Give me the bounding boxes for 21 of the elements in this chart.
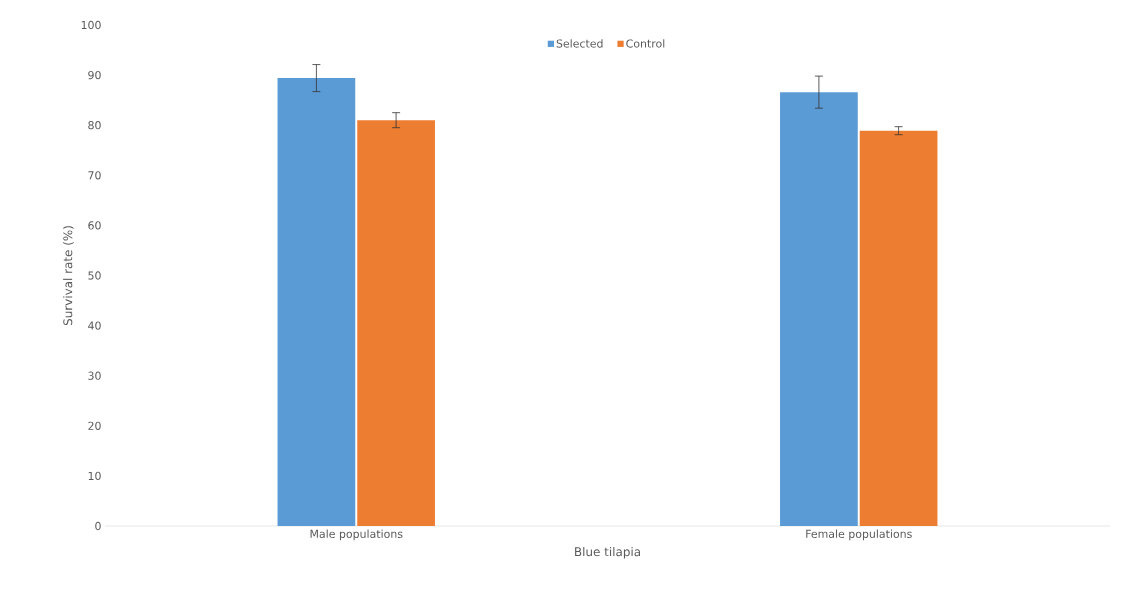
y-tick-label: 30 xyxy=(88,371,101,380)
y-tick-label: 100 xyxy=(81,20,101,30)
x-tick-label: Female populations xyxy=(806,529,912,541)
x-axis-title: Blue tilapia xyxy=(575,546,640,559)
x-tick-label: Male populations xyxy=(310,529,403,541)
y-tick-label: 40 xyxy=(88,321,101,330)
bar xyxy=(780,92,858,526)
legend-label: Control xyxy=(626,39,665,48)
y-tick-label: 0 xyxy=(95,521,101,531)
y-tick-label: 10 xyxy=(88,471,101,481)
bar xyxy=(859,130,938,526)
y-tick-label: 90 xyxy=(88,70,101,80)
y-tick-label: 20 xyxy=(88,421,101,430)
y-tick-label: 60 xyxy=(88,221,101,230)
y-tick-label: 50 xyxy=(88,271,101,280)
legend-label: Selected xyxy=(556,39,603,48)
bar xyxy=(357,120,435,526)
y-tick-label: 70 xyxy=(88,171,101,180)
y-axis-title: Survival rate (%) xyxy=(63,226,74,326)
bar xyxy=(277,78,356,526)
y-tick-label: 80 xyxy=(88,121,101,130)
